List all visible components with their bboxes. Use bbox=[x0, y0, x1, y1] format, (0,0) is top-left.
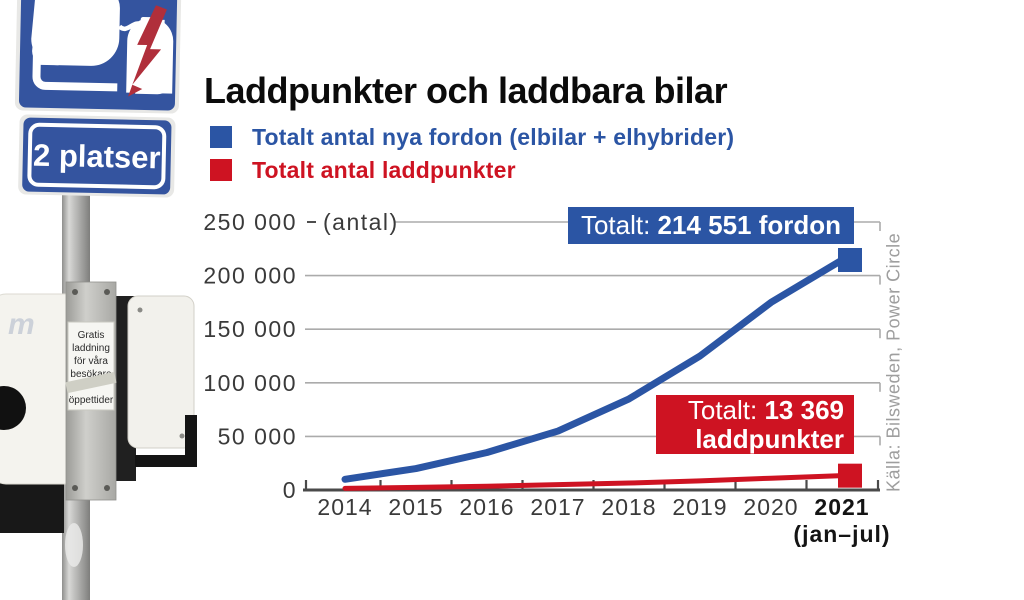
x-axis-tick-label: 2017 bbox=[530, 494, 585, 520]
chargers-total-line2: laddpunkter bbox=[695, 423, 844, 454]
y-axis-tick-label: 50 000 bbox=[218, 423, 297, 449]
svg-text:för våra: för våra bbox=[74, 355, 108, 367]
free-charging-note: Gratis laddning för våra besökare öppett… bbox=[65, 321, 117, 411]
y-axis-tick-label: 150 000 bbox=[203, 316, 297, 342]
x-axis-tick-label: 2021 bbox=[814, 494, 869, 520]
source-credit: Källa: Bilsweden, Power Circle bbox=[883, 232, 904, 492]
svg-text:besökare: besökare bbox=[70, 369, 112, 380]
legend-label-vehicles: Totalt antal nya fordon (elbilar + elhyb… bbox=[252, 123, 735, 150]
y-axis-tick-label: 100 000 bbox=[203, 370, 297, 396]
legend: Totalt antal nya fordon (elbilar + elhyb… bbox=[210, 123, 735, 183]
chargers-end-marker bbox=[838, 463, 862, 488]
x-axis-tick-label: 2015 bbox=[388, 494, 443, 520]
x-axis-tick-label: 2018 bbox=[601, 494, 656, 520]
places-sign-panel bbox=[22, 117, 172, 195]
places-sign-text: 2 platser bbox=[33, 138, 161, 176]
x-axis-tick-label: 2019 bbox=[672, 494, 727, 520]
vehicles-total-value: 214 551 fordon bbox=[657, 210, 842, 240]
vehicles-total-badge: Totalt: 214 551 fordon bbox=[568, 207, 854, 244]
legend-item-chargers: Totalt antal laddpunkter bbox=[210, 156, 734, 183]
legend-item-vehicles: Totalt antal nya fordon (elbilar + elhyb… bbox=[210, 123, 735, 150]
vehicles-end-marker bbox=[838, 248, 862, 273]
cable-hook bbox=[135, 415, 197, 467]
chargers-line bbox=[342, 473, 845, 491]
ev-sign: 2 platser bbox=[14, 0, 182, 198]
x-axis-tick-label: 2020 bbox=[743, 494, 798, 520]
chargers-total-badge: Totalt: 13 369 laddpunkter bbox=[656, 395, 854, 454]
red-swatch-icon bbox=[210, 159, 232, 181]
blue-swatch-icon bbox=[210, 126, 232, 148]
photo-ev-charging-sign: 2 platser m Gr bbox=[0, 0, 200, 600]
y-axis-tick-label: 250 000 bbox=[203, 209, 297, 235]
vehicles-line bbox=[341, 256, 846, 483]
x-axis-tick-label: 2016 bbox=[459, 494, 514, 520]
photo-illustration: 2 platser m Gr bbox=[0, 0, 197, 600]
page-title: Laddpunkter och laddbara bilar bbox=[204, 70, 728, 111]
svg-text:Gratis: Gratis bbox=[78, 330, 105, 341]
legend-label-chargers: Totalt antal laddpunkter bbox=[252, 156, 516, 183]
charger-box-right bbox=[127, 295, 195, 449]
x-axis-tick-label: 2014 bbox=[317, 494, 372, 520]
svg-text:öppettider: öppettider bbox=[69, 395, 114, 406]
y-axis-unit-label: (antal) bbox=[323, 209, 399, 235]
charging-station: m Gratis laddning för våra besökare öppe… bbox=[0, 281, 197, 533]
vehicles-total-prefix: Totalt: bbox=[580, 210, 658, 240]
x-axis-sublabel: (jan–jul) bbox=[793, 521, 890, 547]
lightning-bolt-icon bbox=[126, 5, 174, 97]
curb-line-left bbox=[32, 50, 118, 92]
tape-strip bbox=[65, 371, 117, 394]
charger-knob bbox=[0, 386, 26, 430]
svg-text:laddning: laddning bbox=[72, 343, 110, 354]
y-axis-tick-label: 0 bbox=[283, 477, 297, 503]
chargers-total-line1: Totalt: 13 369 bbox=[687, 394, 844, 425]
y-axis-tick-label: 200 000 bbox=[203, 263, 297, 289]
charger-logo: m bbox=[8, 308, 35, 341]
